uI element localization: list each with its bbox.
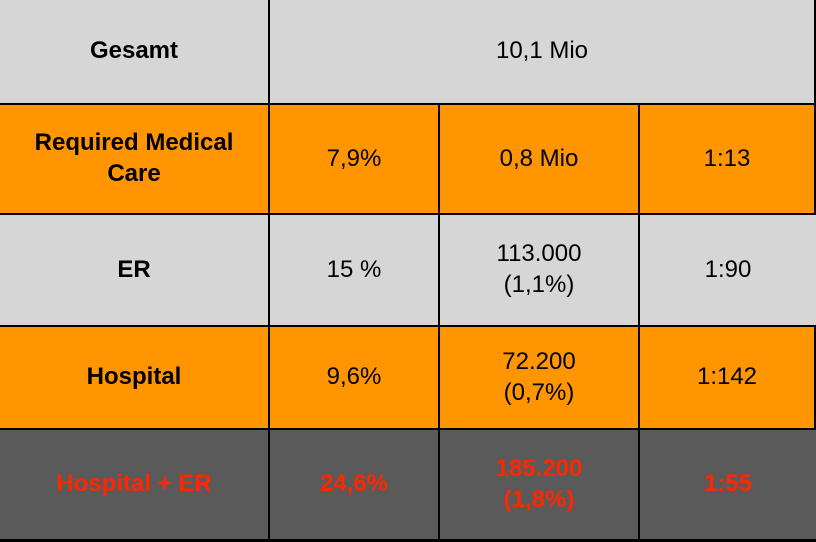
cell-hospital-er-count: 185.200 (1,8%) — [438, 430, 638, 539]
cell-rmc-percent: 7,9% — [268, 105, 438, 213]
row-label-required-medical-care: Required Medical Care — [34, 129, 234, 187]
cell-rmc-ratio: 1:13 — [638, 105, 816, 213]
cell-rmc-count: 0,8 Mio — [438, 105, 638, 213]
cell-hospital-count: 72.200 (0,7%) — [438, 327, 638, 428]
hospital-er-count-value: 185.200 — [495, 454, 583, 482]
table-row-er: ER 15 % 113.000 (1,1%) 1:90 — [0, 213, 816, 325]
er-count-percent: (1,1%) — [503, 271, 575, 298]
table-row-gesamt: Gesamt 10,1 Mio — [0, 0, 816, 103]
row-label-gesamt: Gesamt — [89, 37, 179, 65]
cell-hospital-percent: 9,6% — [268, 327, 438, 428]
row-label-hospital: Hospital — [86, 363, 182, 391]
hospital-count-value: 72.200 — [502, 347, 576, 375]
cell-er-ratio: 1:90 — [638, 215, 816, 325]
hospital-er-count-percent: (1,8%) — [503, 485, 575, 513]
table-row-required-medical-care: Required Medical Care 7,9% 0,8 Mio 1:13 — [0, 103, 816, 213]
cell-er-percent: 15 % — [268, 215, 438, 325]
cell-hospital-er-percent: 24,6% — [268, 430, 438, 539]
row-label-hospital-plus-er: Hospital + ER — [56, 470, 212, 498]
cell-er-count: 113.000 (1,1%) — [438, 215, 638, 325]
hospital-count-percent: (0,7%) — [503, 378, 575, 406]
table-row-hospital-plus-er: Hospital + ER 24,6% 185.200 (1,8%) 1:55 — [0, 428, 816, 542]
cell-hospital-ratio: 1:142 — [638, 327, 816, 428]
cell-gesamt-total: 10,1 Mio — [268, 0, 816, 103]
table-row-hospital: Hospital 9,6% 72.200 (0,7%) 1:142 — [0, 325, 816, 428]
row-label-er: ER — [117, 255, 151, 283]
cell-hospital-er-ratio: 1:55 — [638, 430, 816, 539]
er-count-value: 113.000 — [496, 240, 582, 268]
